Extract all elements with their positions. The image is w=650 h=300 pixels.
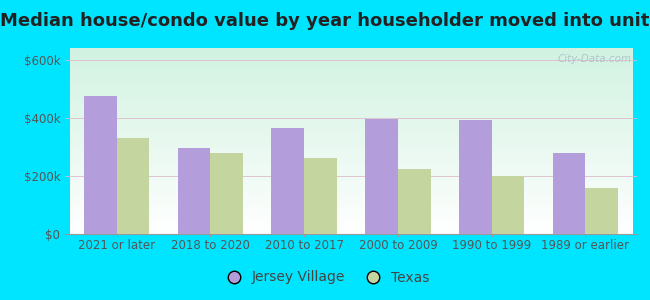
Bar <box>304 158 337 234</box>
Legend: Jersey Village, Texas: Jersey Village, Texas <box>214 265 436 290</box>
Bar <box>365 119 398 234</box>
Bar <box>271 128 304 234</box>
Bar <box>398 169 431 234</box>
Text: Median house/condo value by year householder moved into unit: Median house/condo value by year househo… <box>0 12 650 30</box>
Bar <box>552 153 586 234</box>
Bar <box>116 138 150 234</box>
Bar <box>177 148 211 234</box>
Text: City-Data.com: City-Data.com <box>557 54 631 64</box>
Bar <box>586 188 618 234</box>
Bar <box>84 96 116 234</box>
Bar <box>491 176 525 234</box>
Bar <box>211 153 243 234</box>
Bar <box>459 120 491 234</box>
